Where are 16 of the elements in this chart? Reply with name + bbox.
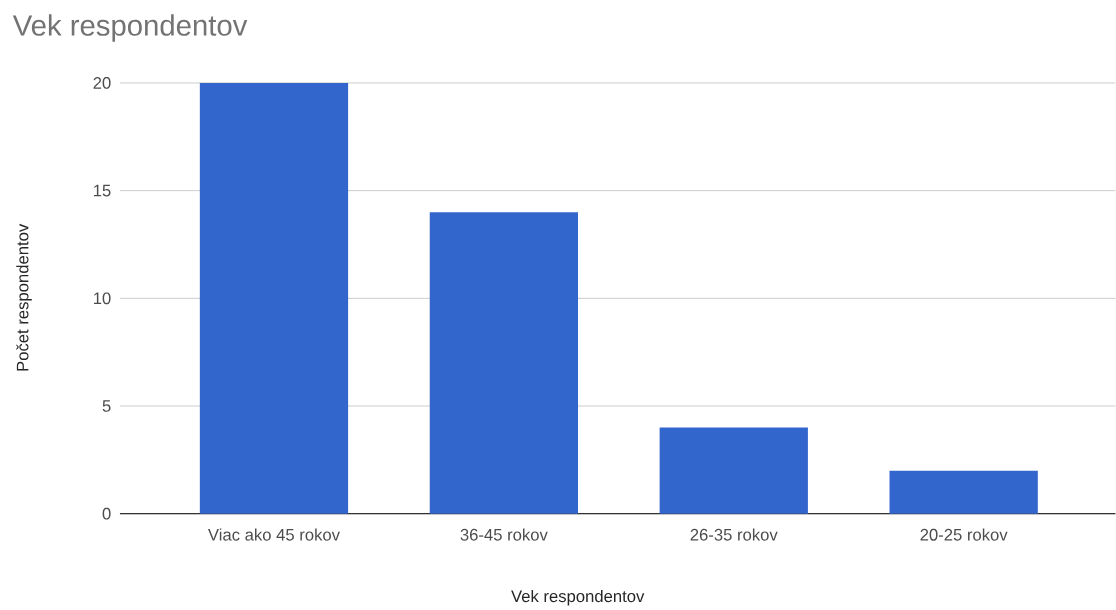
y-tick-label: 5 (102, 400, 111, 412)
x-tick-label: 20-25 rokov (920, 528, 1008, 541)
chart-title: Vek respondentov (12, 14, 248, 42)
y-axis-title: Počet respondentov (16, 223, 32, 371)
bar (889, 470, 1038, 514)
bar (429, 212, 579, 514)
x-tick-label: 36-45 rokov (460, 528, 548, 541)
y-tick-label: 0 (102, 507, 111, 520)
x-axis-title: Vek respondentov (511, 589, 645, 606)
x-tick-label: 26-35 rokov (690, 528, 778, 541)
x-tick-label: Viac ako 45 rokov (208, 528, 340, 541)
y-tick-label: 10 (93, 292, 111, 305)
y-tick-label: 20 (93, 77, 111, 89)
y-tick-label: 15 (93, 184, 111, 197)
bar (659, 427, 808, 514)
bar (199, 83, 349, 514)
